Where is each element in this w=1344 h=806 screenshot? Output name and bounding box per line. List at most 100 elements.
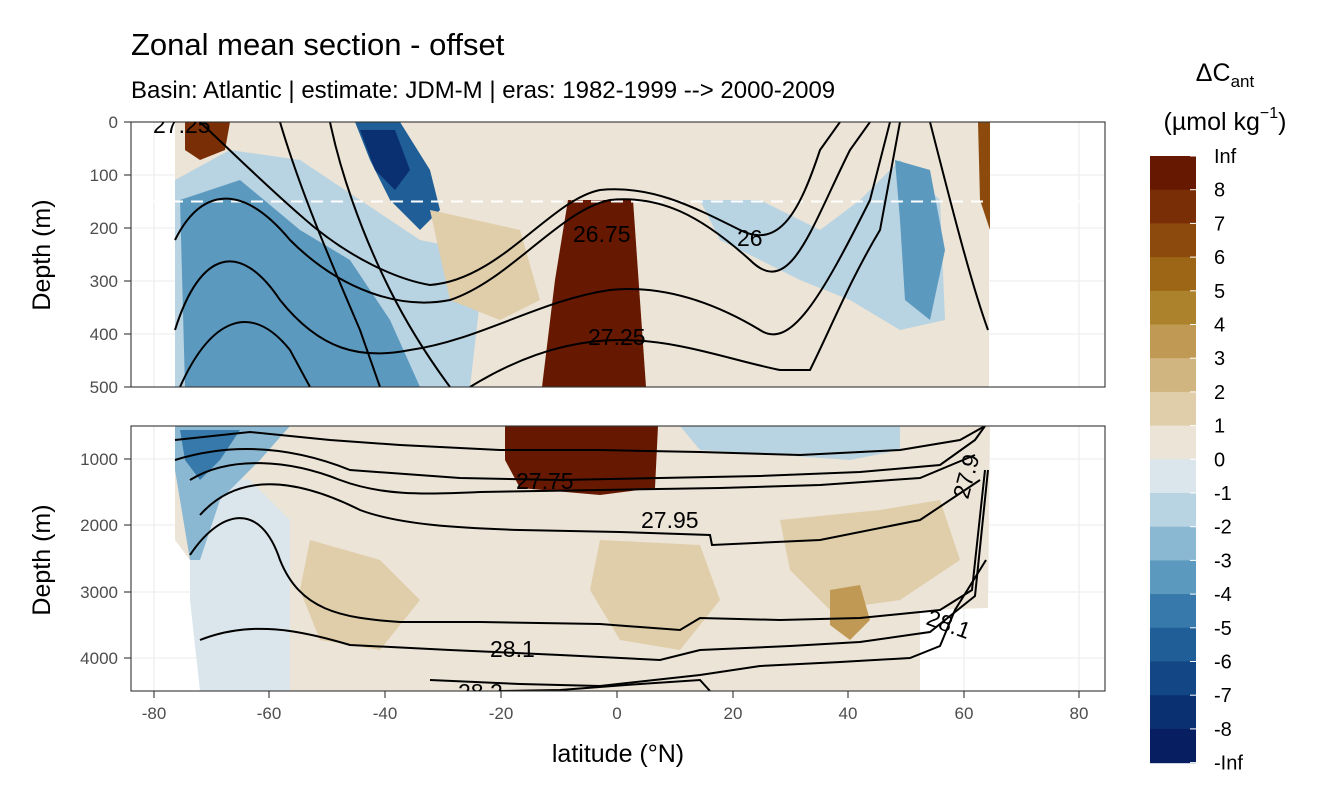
legend-swatch [1150,493,1196,528]
legend-label: -Inf [1214,753,1243,775]
contour-label: 26.75 [573,221,631,247]
density-contour [189,469,986,632]
x-tick-label: 60 [955,704,974,723]
y-tick-label: 3000 [80,583,118,602]
density-contour [199,469,989,662]
y-tick-label: 400 [90,325,118,344]
legend-swatch [1150,189,1196,224]
chart-subtitle: Basin: Atlantic | estimate: JDM-M | eras… [131,77,835,104]
legend-label: 1 [1214,416,1225,438]
y-axis-lower: 1000 2000 3000 4000 Depth (m) [28,450,131,668]
legend-swatch [1150,223,1196,258]
field-positive-north-edge [978,122,990,230]
legend-title-sub: ant [1231,72,1255,91]
y-axis-upper: 0 100 200 300 400 500 Depth (m) [28,113,131,397]
legend-swatch [1150,661,1196,696]
density-contour [174,122,871,304]
density-contour [499,678,711,691]
contour-label: 26 [737,225,763,251]
legend-label: 6 [1214,247,1225,269]
legend-swatch [1150,459,1196,494]
field-negative-north-band [680,426,900,460]
density-contour [199,479,981,547]
legend-swatch [1150,627,1196,663]
density-contour [174,122,891,355]
density-contour [189,454,976,495]
legend-labels: Inf 8 7 6 5 4 3 2 1 0 -1 -2 -3 -4 -5 -6 -7 -8 -Inf [1214,146,1243,775]
density-contour [174,426,986,457]
field-negative-south-strong [180,180,420,387]
legend-swatch [1150,425,1196,460]
field-negative-south-core [180,430,240,480]
x-tick-label: 40 [839,704,858,723]
legend-label: -2 [1214,517,1232,539]
panel-lower-border [130,425,1106,692]
x-tick-label: -80 [142,704,167,723]
legend-label: 7 [1214,213,1225,235]
legend-swatch [1150,391,1196,427]
y-axis-title-upper: Depth (m) [28,199,56,310]
legend-label: 8 [1214,180,1225,202]
x-axis-title: latitude (°N) [552,740,684,768]
y-tick-label: 100 [90,166,118,185]
legend-label: 4 [1214,315,1225,337]
panel-upper-border [130,121,1106,388]
density-contour [174,426,986,482]
field-positive-corner [185,122,230,160]
legend-swatch [1150,324,1196,359]
y-tick-label: 300 [90,272,118,291]
legend-swatch [1150,358,1196,393]
legend-label: Inf [1214,146,1237,168]
field-positive-patches [300,500,960,650]
legend-swatches [1150,155,1196,764]
legend-label: -1 [1214,483,1232,505]
density-contour [199,122,841,287]
y-tick-label: 4000 [80,649,118,668]
legend-label: -6 [1214,652,1232,674]
x-tick-label: -60 [257,704,282,723]
legend-swatch [1150,257,1196,292]
y-tick-label: 2000 [80,516,118,535]
density-contours-upper [174,122,989,387]
y-axis-title-lower: Depth (m) [28,504,56,615]
field-positive-deep [830,585,870,640]
legend-title-main: ΔC [1196,59,1231,87]
panel-lower-field [174,426,990,691]
legend-swatch [1150,728,1196,764]
legend-label: -7 [1214,685,1232,707]
legend-unit: (µmol kg−1) [1164,105,1287,136]
legend-title: ΔCant [1196,59,1255,91]
panel-upper-field [131,122,1105,387]
contour-label: 28.1 [490,636,535,662]
field-positive-core [505,426,658,495]
legend-label: -8 [1214,719,1232,741]
field-negative-band-core [360,130,410,190]
legend-swatch [1150,290,1196,326]
density-contour [929,122,989,331]
x-tick-label: 0 [612,704,621,723]
density-contours-lower [174,426,989,691]
x-tick-label: -20 [489,704,514,723]
legend-unit-end: ) [1278,108,1286,136]
contour-label: 27.75 [516,468,574,494]
panel-lower: 27.75 27.95 28.1 28.1 27.9 28.2 1000 200… [28,425,1106,692]
legend-label: -4 [1214,584,1232,606]
legend-label: -5 [1214,618,1232,640]
contour-label: 27.25 [588,324,646,350]
legend-label: -3 [1214,550,1232,572]
legend-label: 2 [1214,382,1225,404]
legend-label: 3 [1214,348,1225,370]
density-contour [179,122,901,387]
chart-title: Zonal mean section - offset [131,27,505,62]
legend-swatch [1150,560,1196,595]
panel-upper-contour-labels: 26.75 26 27.25 27.25 [153,112,763,350]
contour-label: 27.25 [153,112,211,138]
panel-upper: 26.75 26 27.25 27.25 0 100 200 300 400 5… [28,112,1106,397]
y-tick-label: 500 [90,378,118,397]
x-tick-label: 80 [1070,704,1089,723]
y-tick-label: 0 [109,113,118,132]
density-contour [279,122,381,387]
legend-unit-sup: −1 [1260,105,1278,122]
field-negative-north-strong [895,160,945,320]
